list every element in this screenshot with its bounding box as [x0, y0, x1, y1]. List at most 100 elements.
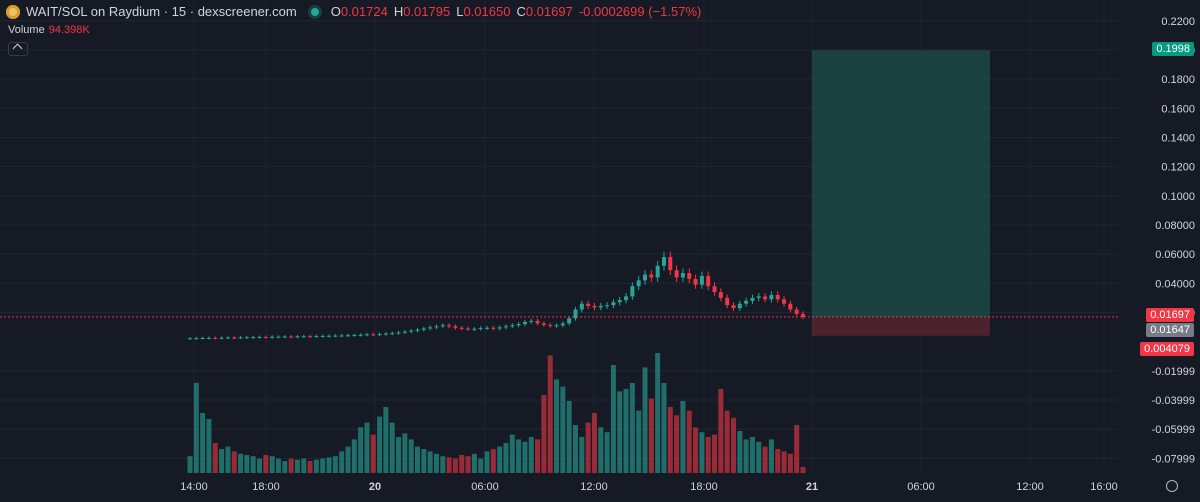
symbol-title[interactable]: WAIT/SOL on Raydium · 15 · dexscreener.c…: [26, 4, 297, 19]
volume-bar: [762, 446, 768, 473]
volume-bar: [339, 451, 345, 473]
x-tick-label: 12:00: [1016, 481, 1044, 493]
volume-bar: [257, 458, 263, 473]
candle-body: [592, 305, 597, 308]
volume-bar: [244, 455, 250, 473]
volume-bar: [332, 456, 338, 473]
volume-bar: [737, 431, 743, 473]
volume-bar: [408, 439, 414, 473]
volume-bar: [200, 413, 206, 473]
candle-body: [206, 337, 211, 339]
volume-bar: [787, 453, 793, 473]
volume-bar: [282, 461, 288, 473]
volume-bar: [383, 407, 389, 473]
volume-bar: [225, 446, 231, 473]
ohlc-open: O0.01724: [330, 4, 388, 19]
volume-bar: [275, 458, 281, 473]
volume-legend: Volume 94.398K: [8, 24, 90, 36]
settings-icon[interactable]: [1166, 480, 1178, 492]
volume-bar: [351, 439, 357, 473]
candle-body: [718, 292, 723, 298]
volume-bar: [699, 432, 705, 473]
volume-bar: [522, 441, 528, 473]
candle-body: [801, 313, 805, 317]
candle-body: [194, 338, 199, 340]
candle-body: [409, 330, 414, 332]
candle-body: [295, 336, 300, 338]
candle-body: [788, 303, 793, 310]
candle-body: [643, 274, 648, 281]
volume-bar: [446, 457, 452, 473]
volume-bar: [686, 410, 692, 473]
volume-bar: [358, 427, 364, 473]
volume-bar: [313, 459, 319, 473]
volume-bar: [396, 437, 402, 473]
x-axis[interactable]: 14:00 18:00 20 06:00 12:00 18:00 21 06:00 12:00 1…: [180, 481, 1118, 493]
volume-bar: [579, 437, 585, 473]
volume-bar: [724, 410, 730, 473]
volume-bar: [219, 449, 225, 473]
candle-body: [693, 278, 698, 285]
x-tick-label: 20: [369, 481, 381, 493]
candle-body: [225, 337, 230, 339]
volume-bar: [554, 379, 560, 473]
volume-bar: [775, 449, 781, 473]
y-tick-label: 0.2200: [1161, 16, 1195, 28]
candle-body: [213, 337, 218, 339]
volume-bar: [642, 367, 648, 473]
volume-bar: [566, 401, 572, 473]
candle-body: [402, 331, 407, 333]
token-icon: [6, 4, 20, 19]
candle-body: [541, 323, 546, 325]
volume-bar: [307, 461, 313, 473]
candle-body: [668, 257, 673, 271]
candle-body: [680, 273, 685, 278]
candle-body: [440, 325, 445, 327]
volume-bar: [370, 434, 376, 473]
candle-body: [238, 337, 243, 339]
volume-bar: [604, 432, 610, 473]
volume-bar: [680, 401, 686, 473]
volume-bar: [433, 453, 439, 473]
candles: [188, 251, 805, 340]
candle-body: [744, 300, 749, 304]
ohlc-high: H0.01795: [393, 4, 451, 19]
volume-bar: [459, 455, 465, 473]
candle-body: [383, 333, 388, 335]
y-axis[interactable]: 0.22000.20000.18000.16000.14000.12000.10…: [1152, 16, 1195, 466]
candle-body: [560, 323, 565, 326]
candle-body: [421, 328, 426, 330]
volume-bar: [269, 456, 275, 473]
volume-bar: [547, 355, 553, 473]
candle-body: [630, 286, 635, 297]
volume-bar: [560, 386, 566, 473]
y-tick-label: 0.08000: [1155, 220, 1195, 232]
candle-body: [605, 305, 610, 307]
volume-bar: [503, 443, 509, 473]
volume-bar: [440, 456, 446, 473]
candle-body: [345, 335, 350, 337]
volume-bar: [743, 439, 749, 473]
y-tick-label: 0.1600: [1161, 103, 1195, 115]
candle-body: [447, 325, 452, 327]
volume-bar: [693, 427, 699, 473]
candle-body: [320, 335, 325, 337]
volume-bar: [490, 449, 496, 473]
volume-bar: [535, 439, 541, 473]
candle-body: [782, 299, 787, 304]
volume-bar: [749, 437, 755, 473]
volume-bar: [263, 455, 269, 473]
collapse-legend-button[interactable]: [8, 42, 28, 56]
x-tick-label: 06:00: [907, 481, 935, 493]
volume-bar: [705, 437, 711, 473]
candle-body: [529, 320, 534, 322]
position-zones[interactable]: [812, 50, 990, 336]
candle-body: [308, 336, 313, 338]
candle-body: [232, 337, 237, 339]
volume-bar: [364, 422, 370, 473]
target-price-tag: 0.1998: [1152, 42, 1194, 57]
candle-body: [737, 303, 742, 309]
candle-body: [434, 326, 439, 328]
